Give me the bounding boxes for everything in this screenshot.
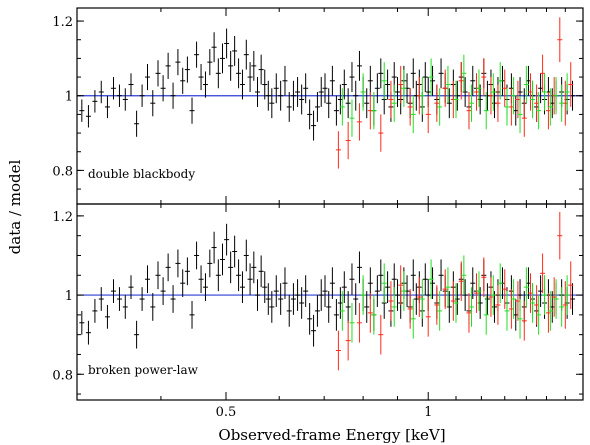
x-tick-label: 1 xyxy=(424,405,432,420)
y-axis-label: data / model xyxy=(6,159,24,254)
panel-2-y-tick-label: 1 xyxy=(65,289,73,304)
panel-1-y-tick-label: 0.8 xyxy=(52,164,73,179)
panel-1-label: double blackbody xyxy=(88,167,195,181)
panel-2-y-tick-label: 1.2 xyxy=(52,210,73,225)
panel-2-y-tick-label: 0.8 xyxy=(52,368,73,383)
panel-1-y-tick-label: 1.2 xyxy=(52,15,73,30)
x-tick-label: 0.5 xyxy=(216,405,237,420)
panel-1-y-tick-label: 1 xyxy=(65,90,73,105)
x-axis-label: Observed-frame Energy [keV] xyxy=(218,426,445,444)
panel-2-label: broken power-law xyxy=(88,363,199,377)
panel-2-frame xyxy=(76,203,584,401)
